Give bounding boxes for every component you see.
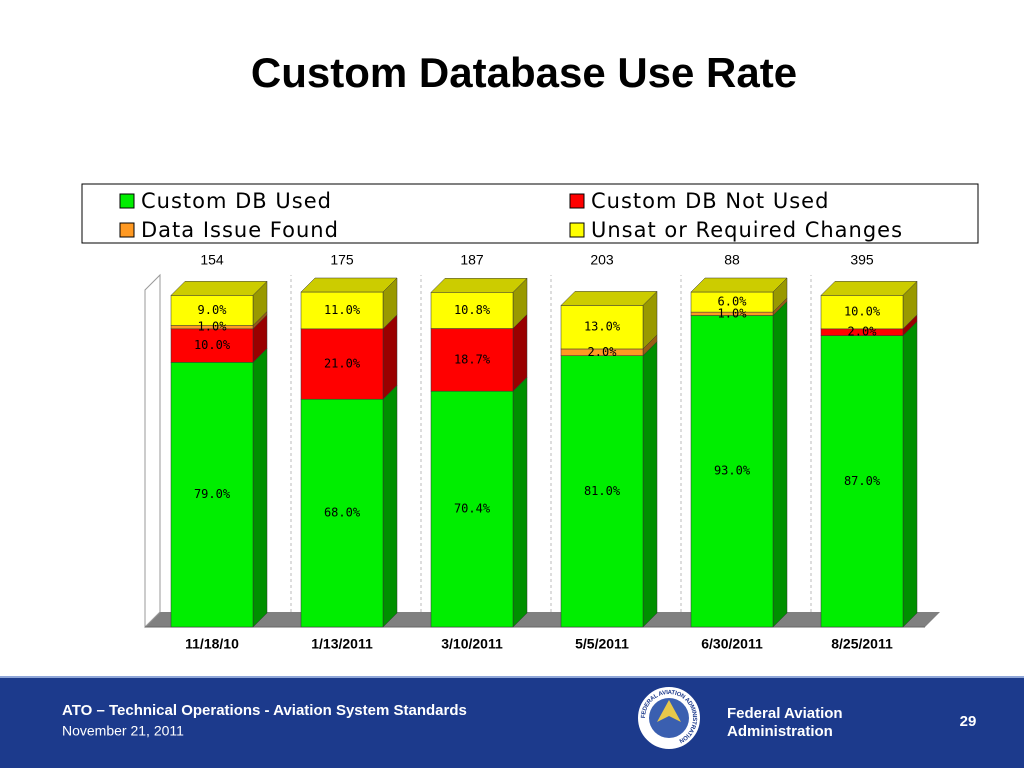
x-tick-label: 11/18/10 bbox=[185, 636, 239, 652]
bar-segment bbox=[820, 295, 904, 330]
side-wall bbox=[144, 273, 161, 629]
bar-top bbox=[430, 278, 528, 293]
bar-segment bbox=[300, 398, 384, 628]
bar-top bbox=[820, 281, 918, 296]
bar-side bbox=[252, 347, 268, 628]
bar-segment bbox=[820, 335, 904, 628]
value-label: 2.0% bbox=[848, 325, 878, 339]
x-tick-label: 3/10/2011 bbox=[441, 636, 503, 652]
agency-line1: Federal Aviation bbox=[727, 705, 843, 722]
bar-side bbox=[772, 300, 788, 628]
value-label: 87.0% bbox=[844, 474, 881, 488]
value-label: 11.0% bbox=[324, 303, 361, 317]
value-label: 10.0% bbox=[844, 305, 881, 319]
bar-side bbox=[642, 341, 658, 628]
bar-segment bbox=[430, 292, 514, 329]
legend-label: Unsat or Required Changes bbox=[591, 218, 903, 242]
legend-swatch bbox=[119, 222, 135, 238]
bar-segment bbox=[170, 328, 254, 363]
bar-top bbox=[170, 281, 268, 296]
bar-segment bbox=[430, 328, 514, 392]
bar-top bbox=[300, 277, 398, 293]
x-tick-label: 6/30/2011 bbox=[701, 636, 763, 652]
x-tick-label: 1/13/2011 bbox=[311, 636, 373, 652]
bar-segment bbox=[690, 315, 774, 628]
legend-swatch bbox=[569, 222, 585, 238]
total-label: 203 bbox=[590, 252, 614, 268]
value-label: 1.0% bbox=[198, 320, 228, 334]
value-label: 6.0% bbox=[718, 295, 748, 309]
footer-organization: ATO – Technical Operations - Aviation Sy… bbox=[62, 702, 467, 719]
value-label: 13.0% bbox=[584, 320, 621, 334]
x-tick-label: 5/5/2011 bbox=[575, 636, 629, 652]
value-label: 10.0% bbox=[194, 338, 231, 352]
total-label: 395 bbox=[850, 252, 874, 268]
value-label: 70.4% bbox=[454, 502, 491, 516]
bar-top bbox=[560, 291, 658, 306]
total-label: 187 bbox=[460, 252, 484, 268]
legend-swatch bbox=[569, 193, 585, 209]
bar-segment bbox=[170, 362, 254, 628]
bar-side bbox=[902, 320, 918, 628]
value-label: 93.0% bbox=[714, 464, 751, 478]
value-label: 1.0% bbox=[718, 306, 748, 320]
chart-title: Custom Database Use Rate bbox=[251, 49, 797, 96]
total-label: 154 bbox=[200, 252, 224, 268]
footer-date: November 21, 2011 bbox=[62, 723, 184, 739]
bar-segment bbox=[430, 390, 514, 628]
legend-label: Data Issue Found bbox=[141, 218, 339, 242]
legend-label: Custom DB Not Used bbox=[591, 189, 829, 213]
value-label: 79.0% bbox=[194, 487, 231, 501]
value-label: 68.0% bbox=[324, 506, 361, 520]
legend-box bbox=[81, 183, 979, 244]
agency-line2: Administration bbox=[727, 723, 833, 740]
bar-segment bbox=[560, 305, 644, 350]
bar-side bbox=[512, 376, 528, 628]
total-label: 175 bbox=[330, 252, 354, 268]
total-label: 88 bbox=[724, 252, 740, 268]
bar-top bbox=[690, 277, 788, 293]
value-label: 21.0% bbox=[324, 357, 361, 371]
page-number: 29 bbox=[960, 713, 977, 730]
legend-label: Custom DB Used bbox=[141, 189, 332, 213]
value-label: 9.0% bbox=[198, 303, 228, 317]
bar-side bbox=[382, 314, 398, 400]
legend-swatch bbox=[119, 193, 135, 209]
bar-segment bbox=[170, 295, 254, 326]
logo-mark bbox=[657, 700, 681, 722]
bar-segment bbox=[300, 328, 384, 400]
value-label: 2.0% bbox=[588, 345, 618, 359]
bar-side bbox=[382, 384, 398, 628]
bar-segment bbox=[300, 291, 384, 330]
footer-band bbox=[0, 676, 1024, 768]
value-label: 10.8% bbox=[454, 303, 491, 317]
value-label: 18.7% bbox=[454, 352, 491, 366]
logo-center bbox=[649, 698, 689, 738]
x-tick-label: 8/25/2011 bbox=[831, 636, 893, 652]
value-label: 81.0% bbox=[584, 484, 621, 498]
